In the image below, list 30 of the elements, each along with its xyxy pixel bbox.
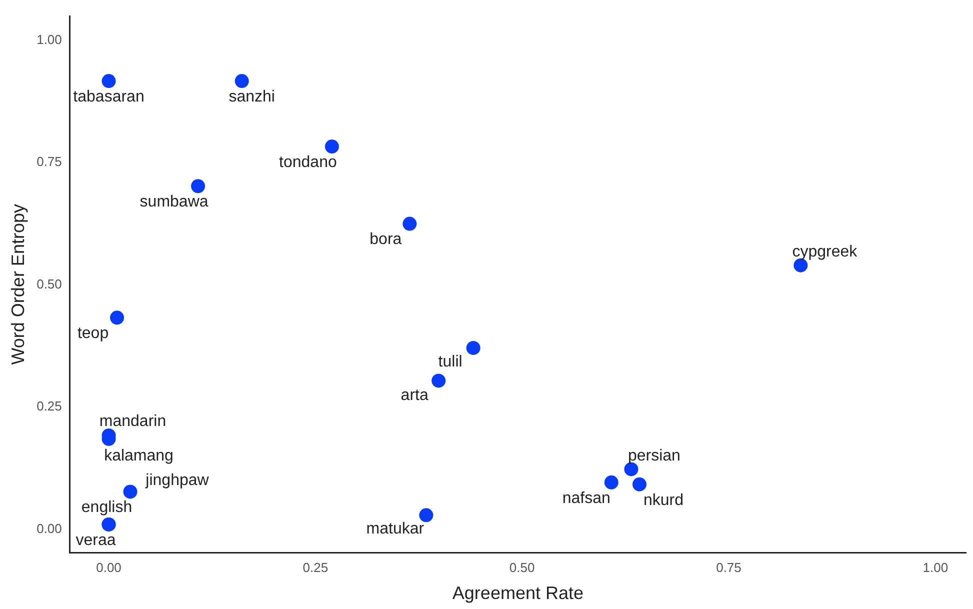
annotation: mandarin bbox=[99, 412, 166, 430]
y-tick-label: 0.50 bbox=[36, 276, 62, 292]
annotation: nafsan bbox=[562, 490, 610, 507]
annotation: tulil bbox=[438, 353, 462, 370]
annotation: veraa bbox=[76, 532, 116, 549]
annotation: jinghpaw bbox=[144, 472, 210, 490]
x-tick-label: 0.00 bbox=[96, 560, 122, 576]
y-tick-label: 1.00 bbox=[36, 32, 62, 48]
annotation: arta bbox=[400, 387, 428, 404]
annotation: matukar bbox=[366, 520, 425, 538]
annotation: bora bbox=[370, 231, 402, 248]
annotation: tondano bbox=[279, 154, 337, 171]
annotation: nkurd bbox=[643, 492, 684, 509]
x-tick-label: 0.50 bbox=[509, 560, 535, 576]
x-tick-label: 1.00 bbox=[922, 560, 948, 576]
annotation: cypgreek bbox=[792, 244, 858, 261]
y-tick-label: 0.00 bbox=[36, 520, 62, 536]
x-tick-label: 0.75 bbox=[716, 560, 742, 576]
annotation: kalamang bbox=[104, 447, 174, 464]
annotation: sanzhi bbox=[228, 88, 275, 106]
x-tick-label: 0.25 bbox=[302, 560, 328, 576]
annotation: english bbox=[81, 498, 132, 516]
y-tick-label: 0.75 bbox=[36, 154, 62, 170]
annotation: persian bbox=[628, 448, 680, 465]
annotation: sumbawa bbox=[140, 194, 208, 211]
x-axis-title: Agreement Rate bbox=[452, 583, 584, 604]
annotation: tabasaran bbox=[73, 88, 144, 106]
y-axis-title: Word Order Entropy bbox=[8, 204, 28, 365]
annotation: teop bbox=[77, 325, 109, 342]
y-tick-label: 0.25 bbox=[36, 398, 62, 414]
